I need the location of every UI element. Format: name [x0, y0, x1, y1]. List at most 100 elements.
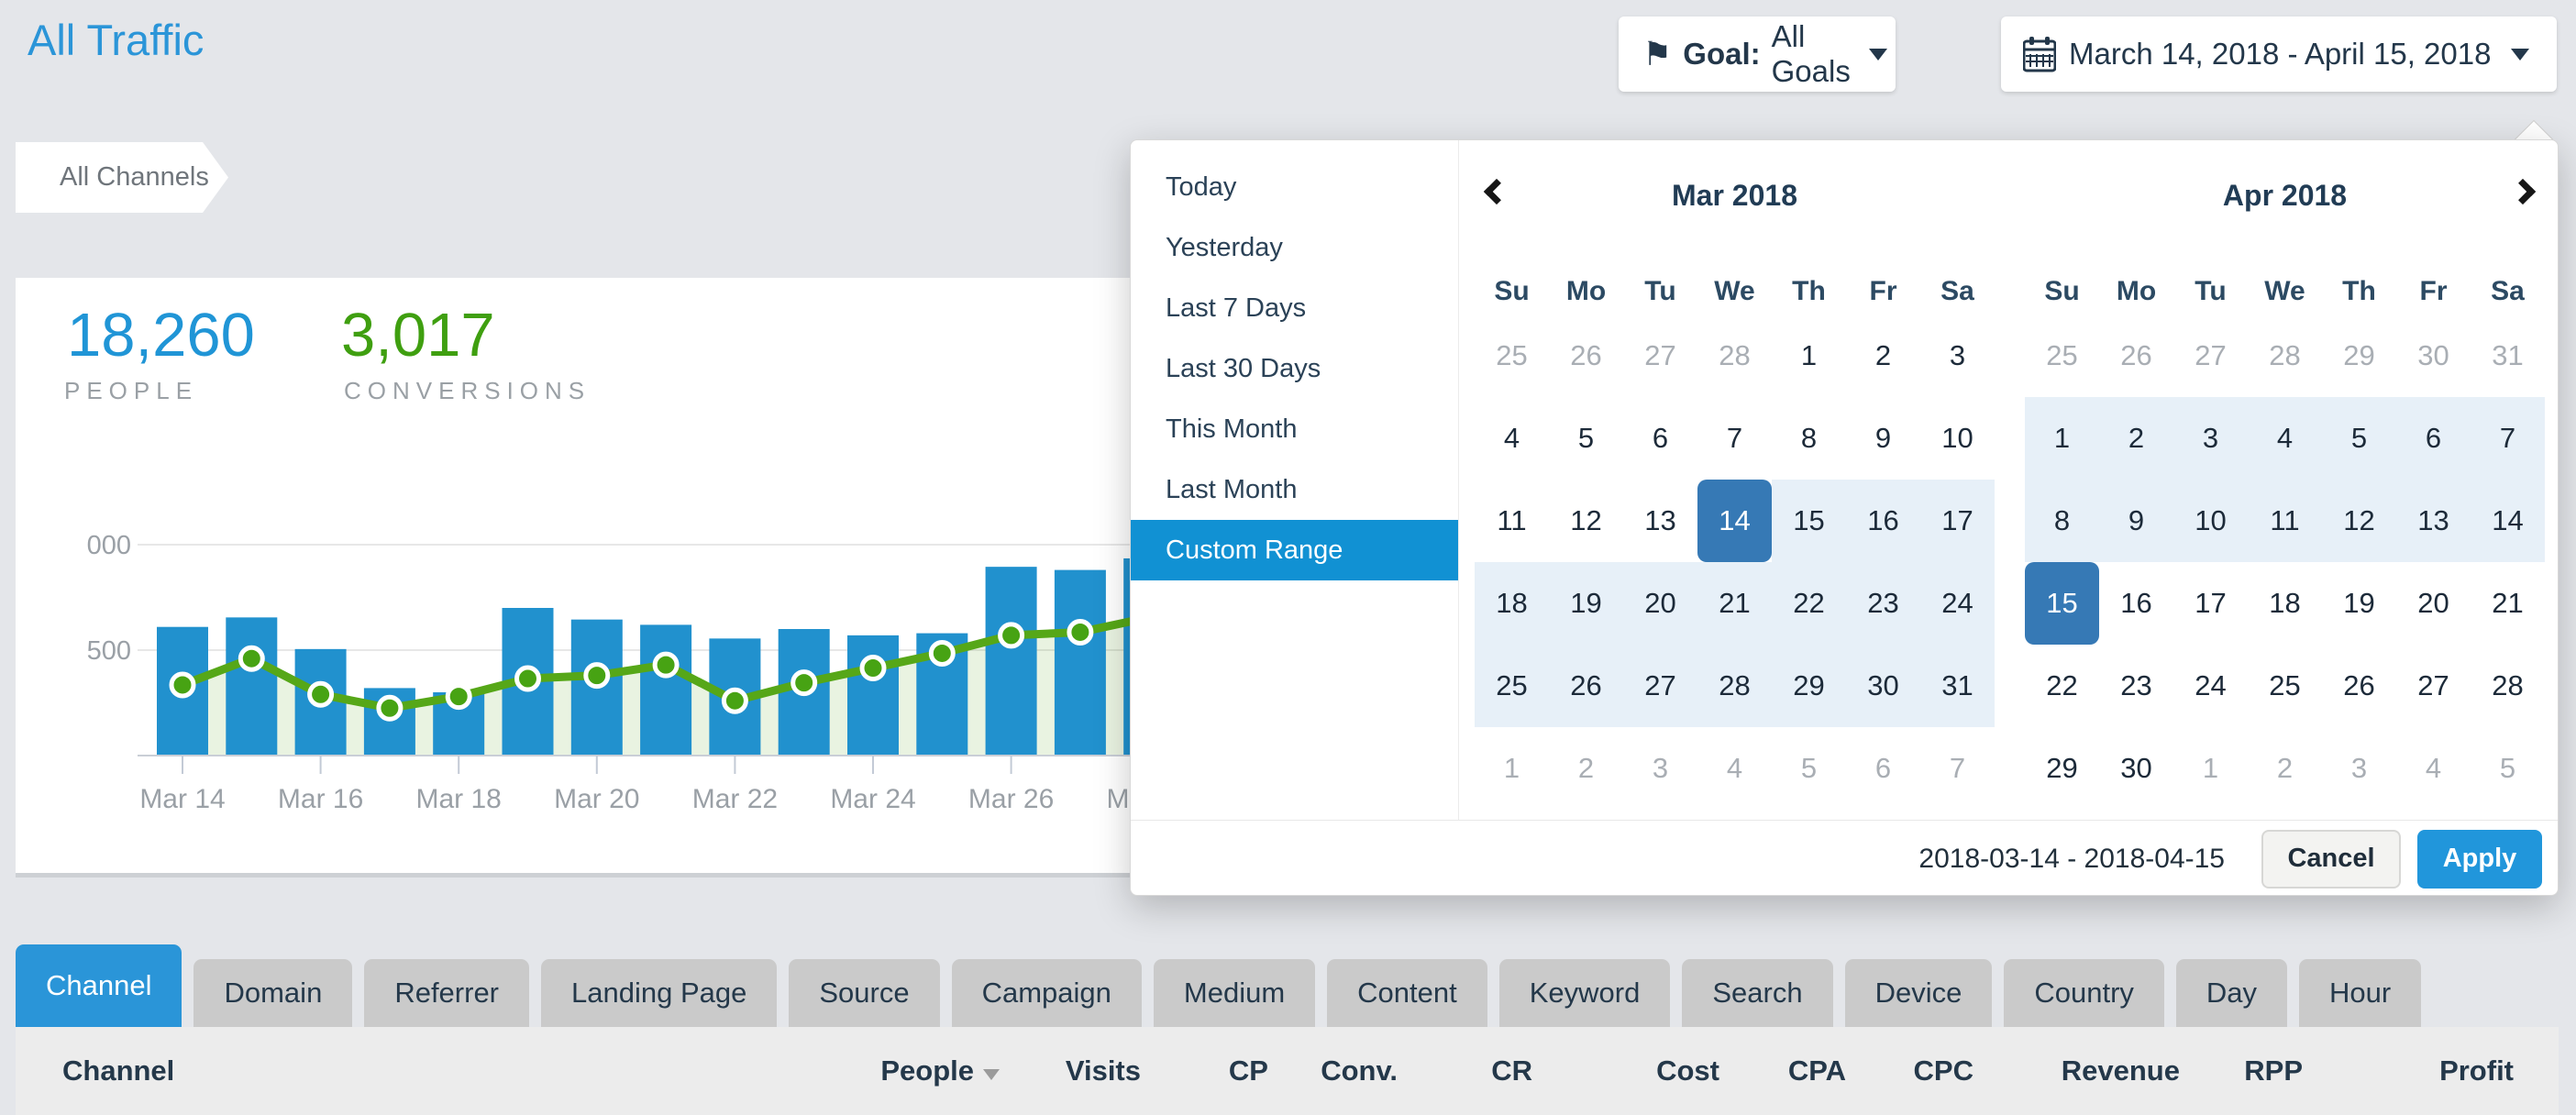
day-cell[interactable]: 25 [1475, 645, 1549, 727]
day-cell[interactable]: 5 [1800, 752, 1818, 784]
day-cell[interactable]: 7 [1949, 752, 1966, 784]
day-cell[interactable]: 1 [2025, 397, 2099, 480]
day-cell[interactable]: 12 [1570, 504, 1602, 536]
column-header-rpp[interactable]: RPP [2244, 1054, 2303, 1087]
tab-search[interactable]: Search [1682, 959, 1833, 1027]
day-cell[interactable]: 16 [1846, 480, 1920, 562]
day-cell[interactable]: 29 [1772, 645, 1846, 727]
day-cell-selected[interactable]: 15 [2025, 562, 2099, 645]
column-header-cpc[interactable]: CPC [1913, 1054, 1973, 1087]
day-cell[interactable]: 11 [2248, 480, 2322, 562]
day-cell[interactable]: 7 [1726, 422, 1743, 454]
day-cell[interactable]: 17 [2195, 587, 2227, 619]
day-cell[interactable]: 16 [2120, 587, 2152, 619]
day-cell[interactable]: 9 [2099, 480, 2173, 562]
day-cell[interactable]: 3 [2350, 752, 2368, 784]
breadcrumb-all-channels[interactable]: All Channels [16, 142, 228, 213]
day-cell[interactable]: 20 [1623, 562, 1697, 645]
day-cell[interactable]: 2 [2276, 752, 2294, 784]
day-cell[interactable]: 27 [2195, 339, 2227, 371]
day-cell[interactable]: 11 [1497, 504, 1527, 536]
tab-domain[interactable]: Domain [193, 959, 353, 1027]
day-cell[interactable]: 10 [2173, 480, 2248, 562]
preset-last-30-days[interactable]: Last 30 Days [1166, 354, 1321, 383]
day-cell[interactable]: 2 [1874, 339, 1892, 371]
column-header-profit[interactable]: Profit [2439, 1054, 2514, 1087]
day-cell[interactable]: 30 [2120, 752, 2152, 784]
day-cell[interactable]: 27 [2417, 669, 2449, 701]
tab-country[interactable]: Country [2004, 959, 2164, 1027]
column-header-visits[interactable]: Visits [1065, 1054, 1141, 1087]
day-cell[interactable]: 27 [1644, 339, 1676, 371]
day-cell[interactable]: 2 [1577, 752, 1595, 784]
tab-keyword[interactable]: Keyword [1498, 959, 1671, 1027]
column-header-channel[interactable]: Channel [62, 1054, 175, 1087]
day-cell[interactable]: 2 [2099, 397, 2173, 480]
preset-last-month[interactable]: Last Month [1166, 475, 1298, 504]
day-cell[interactable]: 18 [2269, 587, 2301, 619]
day-cell[interactable]: 3 [1949, 339, 1966, 371]
tab-landing-page[interactable]: Landing Page [541, 959, 778, 1027]
tab-medium[interactable]: Medium [1153, 959, 1316, 1027]
day-cell[interactable]: 15 [1772, 480, 1846, 562]
column-header-revenue[interactable]: Revenue [2061, 1054, 2180, 1087]
apply-button[interactable]: Apply [2417, 829, 2542, 889]
day-cell[interactable]: 5 [1577, 422, 1595, 454]
day-cell[interactable]: 26 [2343, 669, 2375, 701]
column-header-cost[interactable]: Cost [1656, 1054, 1719, 1087]
tab-campaign[interactable]: Campaign [951, 959, 1142, 1027]
date-range-button[interactable]: March 14, 2018 - April 15, 2018 [2001, 17, 2557, 92]
day-cell[interactable]: 24 [2195, 669, 2227, 701]
day-cell[interactable]: 22 [2046, 669, 2078, 701]
day-cell[interactable]: 21 [2492, 587, 2524, 619]
day-cell[interactable]: 22 [1772, 562, 1846, 645]
day-cell[interactable]: 6 [1874, 752, 1892, 784]
tab-hour[interactable]: Hour [2299, 959, 2422, 1027]
day-cell[interactable]: 28 [2492, 669, 2524, 701]
day-cell[interactable]: 5 [2322, 397, 2396, 480]
tab-day[interactable]: Day [2175, 959, 2288, 1027]
tab-device[interactable]: Device [1844, 959, 1993, 1027]
column-header-conv-[interactable]: Conv. [1321, 1054, 1398, 1087]
day-cell[interactable]: 6 [2396, 397, 2471, 480]
day-cell[interactable]: 9 [1874, 422, 1892, 454]
day-cell[interactable]: 7 [2471, 397, 2545, 480]
day-cell[interactable]: 4 [1503, 422, 1520, 454]
preset-custom-range[interactable]: Custom Range [1131, 520, 1458, 580]
day-cell[interactable]: 1 [2202, 752, 2219, 784]
day-cell[interactable]: 31 [2492, 339, 2524, 371]
day-cell[interactable]: 3 [2173, 397, 2248, 480]
day-cell[interactable]: 28 [1697, 645, 1772, 727]
day-cell[interactable]: 23 [2120, 669, 2152, 701]
day-cell[interactable]: 28 [1719, 339, 1751, 371]
day-cell[interactable]: 1 [1503, 752, 1520, 784]
day-cell[interactable]: 13 [1644, 504, 1676, 536]
day-cell[interactable]: 19 [2343, 587, 2375, 619]
day-cell[interactable]: 3 [1652, 752, 1669, 784]
column-header-cp[interactable]: CP [1228, 1054, 1268, 1087]
day-cell[interactable]: 26 [1570, 339, 1602, 371]
day-cell[interactable]: 29 [2046, 752, 2078, 784]
day-cell[interactable]: 28 [2269, 339, 2301, 371]
column-header-cr[interactable]: CR [1491, 1054, 1532, 1087]
day-cell[interactable]: 17 [1920, 480, 1995, 562]
day-cell[interactable]: 25 [2269, 669, 2301, 701]
day-cell[interactable]: 4 [2425, 752, 2442, 784]
day-cell[interactable]: 27 [1623, 645, 1697, 727]
tab-source[interactable]: Source [789, 959, 940, 1027]
column-header-people[interactable]: People [853, 1054, 1000, 1087]
preset-last-7-days[interactable]: Last 7 Days [1166, 293, 1307, 323]
tab-channel[interactable]: Channel [16, 944, 182, 1027]
day-cell[interactable]: 26 [2120, 339, 2152, 371]
day-cell[interactable]: 1 [1800, 339, 1818, 371]
day-cell[interactable]: 19 [1549, 562, 1623, 645]
day-cell[interactable]: 5 [2499, 752, 2516, 784]
goal-selector-button[interactable]: ⚑ Goal: All Goals [1619, 17, 1896, 92]
day-cell[interactable]: 24 [1920, 562, 1995, 645]
tab-referrer[interactable]: Referrer [364, 959, 530, 1027]
day-cell[interactable]: 26 [1549, 645, 1623, 727]
day-cell[interactable]: 4 [1726, 752, 1743, 784]
day-cell[interactable]: 12 [2322, 480, 2396, 562]
day-cell[interactable]: 13 [2396, 480, 2471, 562]
day-cell[interactable]: 18 [1475, 562, 1549, 645]
